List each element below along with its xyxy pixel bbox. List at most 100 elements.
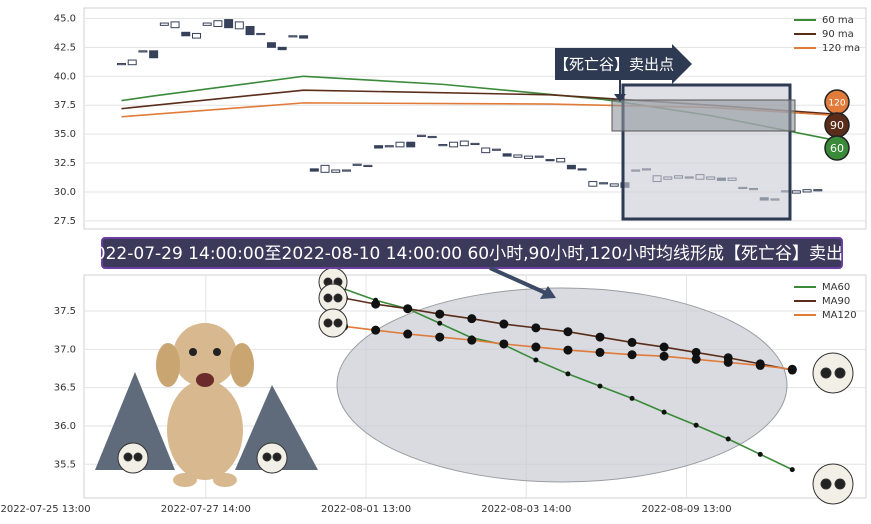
legend-label: 60 ma (822, 15, 854, 26)
candle-body (556, 157, 566, 163)
candle-body (181, 31, 191, 37)
candle-body (234, 21, 244, 30)
x-tick-label: 2022-08-03 14:00 (481, 504, 571, 515)
candle-body (374, 145, 384, 149)
legend-label: 120 ma (822, 43, 860, 54)
candle-body (577, 168, 587, 171)
marker (723, 357, 733, 367)
marker (629, 395, 635, 401)
candle-body (277, 46, 287, 51)
y-tick-label: 35.0 (54, 129, 76, 140)
marker (403, 329, 413, 339)
marker (499, 319, 509, 329)
marker (627, 350, 637, 360)
x-tick-label: 2022-07-25 13:00 (0, 504, 90, 515)
candle-body (127, 59, 137, 66)
candle-body (588, 181, 598, 187)
ma-end-label: 60 (830, 142, 844, 155)
candle-body (331, 169, 341, 173)
x-tick-label: 2022-07-27 14:00 (161, 504, 251, 515)
marker (597, 383, 603, 389)
candle-body (288, 35, 298, 38)
banner: 2022-07-29 14:00:00至2022-08-10 14:00:00 … (84, 237, 860, 299)
candle-body (449, 141, 459, 148)
candle-body (470, 142, 480, 146)
y-tick-label: 32.5 (54, 158, 76, 169)
marker (725, 436, 731, 442)
candle-body (191, 32, 201, 39)
x-tick-label: 2022-08-09 13:00 (641, 504, 731, 515)
candle-body (170, 21, 180, 29)
candle-body (491, 148, 501, 151)
marker (563, 345, 573, 355)
candle-body (309, 168, 319, 172)
marker (467, 335, 477, 345)
marker (787, 364, 797, 374)
candle-body (245, 26, 255, 36)
candle-body (341, 169, 351, 172)
marker (595, 332, 605, 342)
y-tick-label: 40.0 (54, 71, 76, 82)
marker (627, 337, 637, 347)
legend-label: MA60 (822, 282, 850, 293)
marker (691, 347, 701, 357)
candle-body (213, 20, 223, 28)
ma-end-label: 120 (828, 99, 845, 109)
candle-body (427, 135, 437, 139)
marker (371, 299, 381, 309)
candle-body (459, 140, 469, 147)
legend-label: 90 ma (822, 29, 854, 40)
candle-body (524, 155, 534, 159)
candle-body (256, 32, 266, 36)
marker (661, 409, 667, 415)
candle-body (416, 134, 426, 137)
candle-body (481, 147, 491, 154)
marker (531, 342, 541, 352)
marker (659, 342, 669, 352)
y-tick-label: 37.5 (54, 306, 76, 317)
legend-label: MA120 (822, 310, 857, 321)
candle-body (149, 50, 159, 59)
y-tick-label: 37.0 (54, 344, 76, 355)
marker (691, 354, 701, 364)
marker (595, 347, 605, 357)
highlight-ellipse (336, 287, 788, 483)
candle-body (791, 190, 801, 194)
marker (467, 314, 477, 324)
candle-body (502, 153, 512, 157)
banner-text: 2022-07-29 14:00:00至2022-08-10 14:00:00 … (84, 244, 860, 264)
ma-end-badge (824, 135, 850, 161)
marker (437, 320, 443, 326)
candle-body (159, 22, 169, 26)
candle-body (802, 189, 812, 193)
candle-body (266, 42, 276, 48)
y-tick-label: 42.5 (54, 42, 76, 53)
candle-body (116, 63, 126, 66)
candle-body (363, 164, 373, 168)
candle-body (395, 141, 405, 148)
candle-body (299, 35, 309, 39)
y-tick-label: 36.0 (54, 421, 76, 432)
skulls (117, 267, 854, 505)
candle-body (513, 154, 523, 158)
annotation-text: 【死亡谷】卖出点 (554, 56, 674, 74)
marker (533, 357, 539, 363)
candle-body (566, 164, 576, 170)
marker (755, 360, 765, 370)
marker (659, 351, 669, 361)
y-tick-label: 27.5 (54, 216, 76, 227)
candle-body (545, 159, 555, 162)
candle-body (320, 164, 330, 173)
marker (403, 304, 413, 314)
candle-body (224, 19, 234, 29)
y-tick-label: 36.5 (54, 383, 76, 394)
y-tick-label: 45.0 (54, 13, 76, 24)
candle-body (599, 182, 609, 185)
illustration (95, 323, 318, 487)
marker (693, 422, 699, 428)
y-tick-label: 37.5 (54, 100, 76, 111)
legend-label: MA90 (822, 296, 850, 307)
marker (531, 323, 541, 333)
candle-body (534, 155, 544, 158)
